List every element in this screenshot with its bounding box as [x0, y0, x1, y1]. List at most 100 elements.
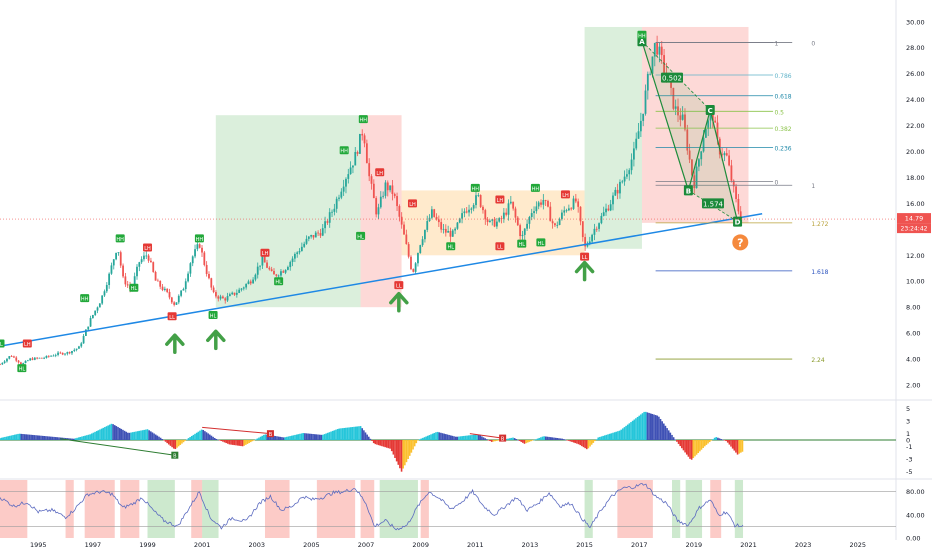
pivot-badge — [495, 242, 505, 251]
macd-histogram-bar — [338, 428, 341, 440]
price-zone — [215, 115, 361, 308]
candle-body — [312, 235, 315, 238]
candle-body — [491, 219, 494, 221]
macd-histogram-bar — [740, 440, 742, 453]
candle-body — [593, 228, 596, 235]
candle-body — [691, 159, 693, 176]
macd-histogram-bar — [635, 418, 637, 440]
time-tick-label: 2007 — [358, 541, 375, 549]
candle-body — [528, 216, 531, 224]
macd-histogram-bar — [712, 439, 714, 440]
pivot-badge — [143, 243, 153, 252]
macd-histogram-bar — [717, 437, 719, 440]
macd-histogram-bar — [174, 440, 177, 450]
macd-histogram-bar — [585, 440, 588, 450]
macd-histogram-bar — [295, 434, 298, 440]
candle-body — [40, 357, 43, 359]
macd-histogram-bar — [172, 440, 175, 449]
macd-histogram-bar — [149, 431, 152, 440]
candle-body — [544, 200, 547, 201]
macd-histogram-bar — [549, 437, 552, 440]
macd-histogram-bar — [615, 431, 618, 440]
macd-histogram-bar — [0, 437, 3, 440]
macd-histogram-bar — [359, 426, 362, 440]
macd-histogram-bar — [476, 434, 478, 440]
candle-body — [349, 167, 352, 175]
macd-histogram-bar — [722, 439, 724, 441]
fib-level-label: 0.236 — [774, 146, 791, 153]
macd-histogram-bar — [623, 427, 626, 440]
macd-histogram-bar — [308, 433, 311, 440]
macd-histogram-bar — [238, 440, 241, 446]
macd-histogram-bar — [392, 440, 395, 455]
macd-histogram-bar — [551, 437, 554, 440]
axes-layer: 2.004.006.008.0010.0012.0014.0016.0018.0… — [30, 18, 931, 549]
macd-histogram-bar — [146, 429, 149, 440]
candle-body — [739, 211, 742, 218]
macd-histogram-bar — [186, 439, 188, 440]
candle-body — [577, 201, 580, 207]
macd-histogram-bar — [204, 431, 206, 440]
candle-body — [674, 106, 677, 109]
macd-histogram-bar — [197, 431, 200, 440]
pivot-badge — [167, 312, 177, 321]
macd-histogram-bar — [425, 436, 427, 440]
macd-histogram-bar — [113, 425, 116, 440]
macd-tick-label: -5 — [906, 468, 912, 476]
macd-histogram-bar — [497, 440, 500, 441]
time-tick-label: 2017 — [631, 541, 648, 549]
macd-histogram-bar — [703, 440, 706, 447]
macd-histogram-bar — [554, 437, 557, 440]
candle-body — [108, 273, 111, 286]
candle-body — [305, 238, 308, 244]
macd-histogram-bar — [112, 424, 114, 440]
last-price-badge — [897, 213, 931, 224]
candle-body — [96, 307, 99, 311]
candle-body — [447, 230, 450, 233]
candle-body — [614, 189, 617, 196]
candle-body — [29, 358, 32, 361]
fib-level-label: 0.618 — [774, 94, 791, 101]
macd-histogram-bar — [354, 426, 357, 440]
macd-histogram-bar — [394, 440, 396, 458]
macd-histogram-bar — [484, 438, 486, 440]
candle-body — [619, 181, 621, 194]
macd-histogram-bar — [400, 440, 403, 472]
oscillator-zone — [84, 480, 115, 538]
macd-histogram-bar — [495, 440, 498, 441]
candle-body — [8, 356, 11, 359]
macd-histogram-bar — [377, 440, 380, 446]
candle-body — [435, 216, 438, 220]
pivot-label: HH — [472, 186, 480, 192]
candle-body — [284, 269, 287, 273]
candle-body — [370, 176, 373, 184]
macd-histogram-bar — [538, 437, 541, 440]
candle-body — [549, 206, 552, 222]
macd-histogram-bar — [695, 440, 698, 455]
candle-body — [419, 245, 422, 253]
macd-histogram-bar — [699, 440, 701, 452]
macd-histogram-bar — [451, 435, 454, 440]
macd-histogram-bar — [659, 418, 662, 440]
macd-histogram-bar — [397, 440, 400, 465]
macd-histogram-bar — [222, 440, 224, 442]
macd-histogram-bar — [302, 433, 305, 440]
macd-histogram-bar — [594, 440, 596, 442]
candle-body — [523, 228, 526, 235]
candle-body — [732, 180, 735, 187]
candle-body — [282, 271, 285, 273]
macd-histogram-bar — [707, 440, 709, 444]
candle-body — [730, 165, 733, 181]
candle-body — [249, 281, 252, 284]
candle-body — [465, 211, 468, 213]
candle-body — [321, 228, 324, 236]
candle-body — [707, 120, 710, 130]
candle-body — [468, 209, 470, 213]
macd-histogram-bar — [195, 432, 198, 440]
macd-histogram-bar — [215, 438, 218, 440]
macd-histogram-bar — [379, 440, 382, 446]
candle-body — [695, 166, 698, 189]
macd-histogram-bar — [404, 440, 406, 466]
macd-histogram-bar — [512, 437, 514, 440]
candle-body — [203, 252, 206, 265]
